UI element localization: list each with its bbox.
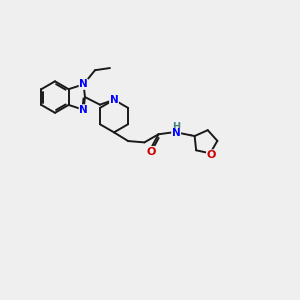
Text: N: N bbox=[110, 95, 118, 105]
Text: N: N bbox=[79, 79, 88, 89]
Text: N: N bbox=[79, 105, 88, 115]
Text: N: N bbox=[172, 128, 181, 138]
Text: O: O bbox=[207, 150, 216, 160]
Text: O: O bbox=[146, 147, 156, 157]
Text: H: H bbox=[172, 122, 180, 132]
